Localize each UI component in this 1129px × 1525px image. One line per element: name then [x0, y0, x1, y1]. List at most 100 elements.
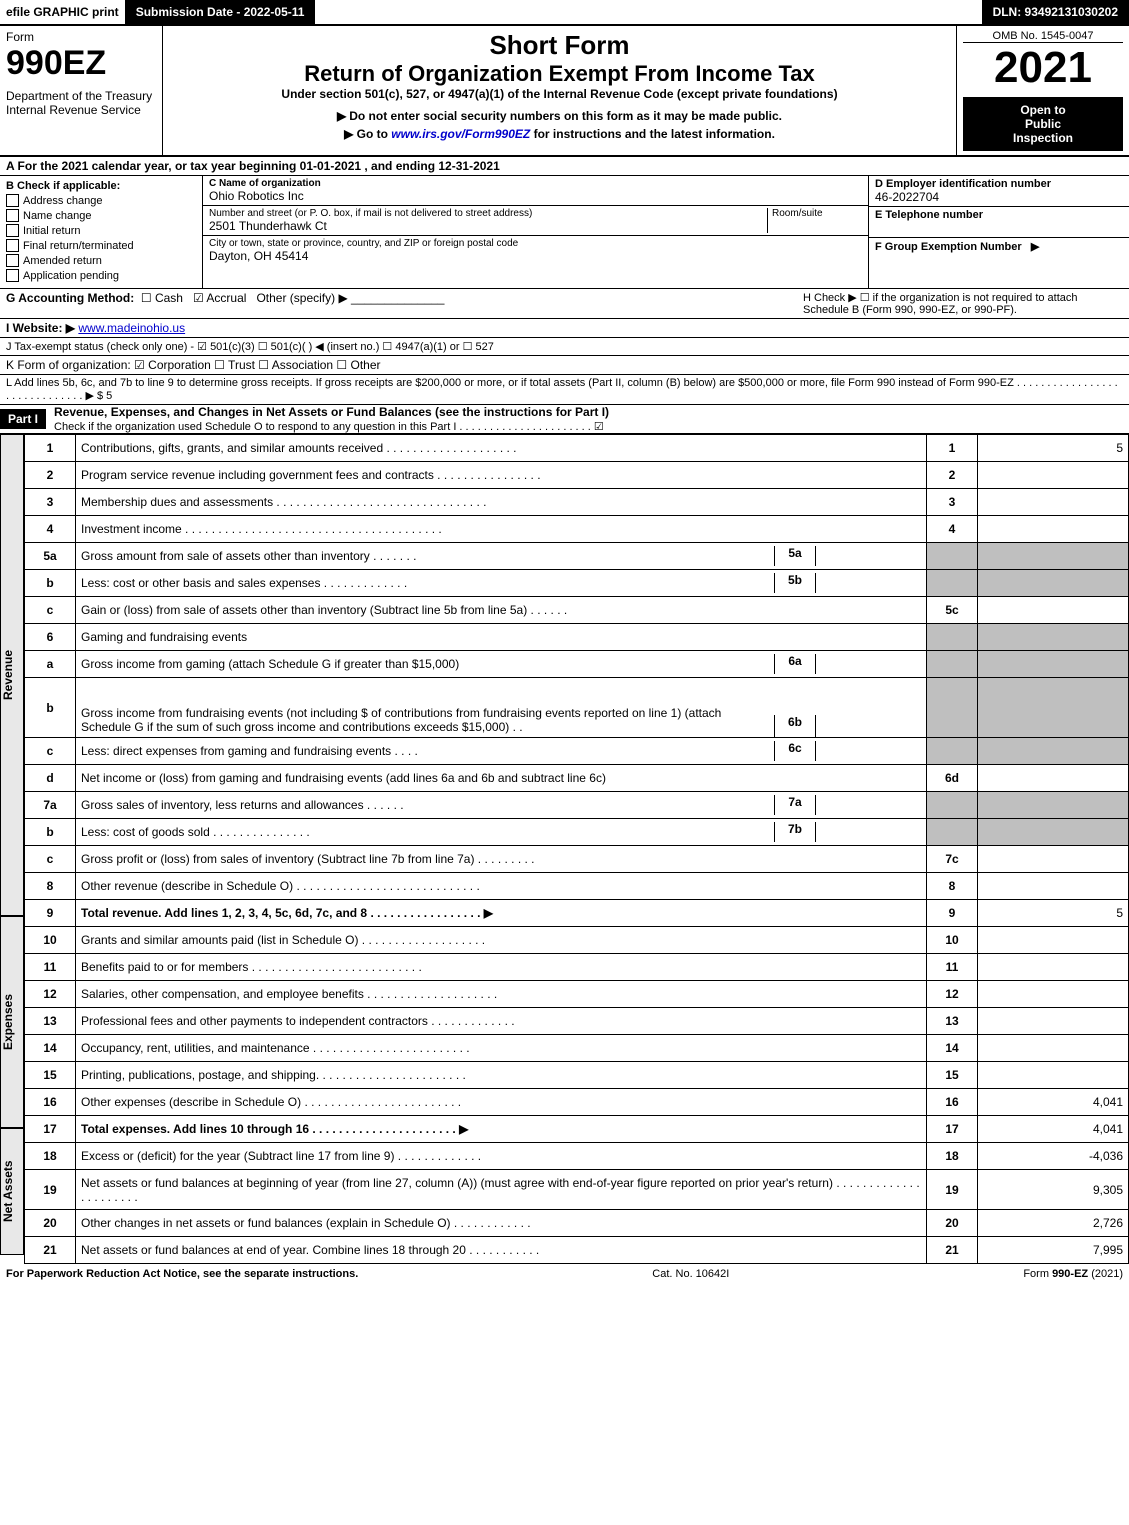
- table-row: 19Net assets or fund balances at beginni…: [25, 1170, 1129, 1210]
- netassets-group-label: Net Assets: [0, 1128, 24, 1255]
- g-label: G Accounting Method:: [6, 291, 134, 305]
- top-bar: efile GRAPHIC print Submission Date - 20…: [0, 0, 1129, 26]
- g-cash: Cash: [155, 291, 183, 305]
- section-j: J Tax-exempt status (check only one) - ☑…: [0, 338, 1129, 356]
- section-b: B Check if applicable: Address change Na…: [0, 176, 203, 288]
- section-h: H Check ▶ ☐ if the organization is not r…: [803, 291, 1123, 316]
- table-row: 8Other revenue (describe in Schedule O) …: [25, 873, 1129, 900]
- form-word: Form: [6, 30, 156, 44]
- header-right: OMB No. 1545-0047 2021 Open to Public In…: [956, 26, 1129, 155]
- expenses-group-label: Expenses: [0, 916, 24, 1128]
- c-label: C Name of organization: [209, 178, 862, 189]
- tax-year: 2021: [963, 43, 1123, 93]
- section-a: A For the 2021 calendar year, or tax yea…: [0, 157, 1129, 176]
- table-row: 6Gaming and fundraising events: [25, 624, 1129, 651]
- omb-number: OMB No. 1545-0047: [963, 30, 1123, 43]
- table-row: 7a Gross sales of inventory, less return…: [25, 792, 1129, 819]
- city-label: City or town, state or province, country…: [209, 238, 862, 249]
- submission-date-button[interactable]: Submission Date - 2022-05-11: [125, 0, 316, 24]
- open-line-2: Public: [969, 117, 1117, 131]
- bcd-row: B Check if applicable: Address change Na…: [0, 176, 1129, 289]
- table-row: 4Investment income . . . . . . . . . . .…: [25, 516, 1129, 543]
- table-row: 21Net assets or fund balances at end of …: [25, 1237, 1129, 1264]
- short-form-title: Short Form: [169, 30, 950, 61]
- org-city: Dayton, OH 45414: [209, 249, 862, 263]
- header-left: Form 990EZ Department of the Treasury In…: [0, 26, 163, 155]
- part1-body: Revenue Expenses Net Assets 1Contributio…: [0, 434, 1129, 1264]
- header-center: Short Form Return of Organization Exempt…: [163, 26, 956, 155]
- open-line-1: Open to: [969, 103, 1117, 117]
- form-number: 990EZ: [6, 44, 156, 83]
- open-line-3: Inspection: [969, 131, 1117, 145]
- checkbox-final-return[interactable]: Final return/terminated: [6, 239, 196, 252]
- checkbox-name-change[interactable]: Name change: [6, 209, 196, 222]
- table-row: 3Membership dues and assessments . . . .…: [25, 489, 1129, 516]
- table-row: b Gross income from fundraising events (…: [25, 678, 1129, 738]
- room-label: Room/suite: [767, 208, 862, 233]
- goto-link[interactable]: ▶ Go to www.irs.gov/Form990EZ for instru…: [169, 127, 950, 141]
- dept-label: Department of the Treasury: [6, 89, 156, 103]
- subtitle: Under section 501(c), 527, or 4947(a)(1)…: [169, 87, 950, 101]
- efile-label: efile GRAPHIC print: [0, 1, 125, 23]
- part1-table: 1Contributions, gifts, grants, and simil…: [24, 434, 1129, 1264]
- table-row: 12Salaries, other compensation, and empl…: [25, 981, 1129, 1008]
- section-c: C Name of organization Ohio Robotics Inc…: [203, 176, 868, 288]
- part1-label: Part I: [0, 409, 46, 429]
- table-row: b Less: cost of goods sold . . . . . . .…: [25, 819, 1129, 846]
- ssn-warning: Do not enter social security numbers on …: [169, 109, 950, 123]
- checkbox-initial-return[interactable]: Initial return: [6, 224, 196, 237]
- return-title: Return of Organization Exempt From Incom…: [169, 61, 950, 87]
- table-row: 2Program service revenue including gover…: [25, 462, 1129, 489]
- part1-check: Check if the organization used Schedule …: [54, 421, 604, 433]
- table-row: cGross profit or (loss) from sales of in…: [25, 846, 1129, 873]
- org-name: Ohio Robotics Inc: [209, 189, 862, 203]
- table-row: 9Total revenue. Add lines 1, 2, 3, 4, 5c…: [25, 900, 1129, 927]
- checkbox-application-pending[interactable]: Application pending: [6, 269, 196, 282]
- i-label: I Website: ▶: [6, 321, 75, 335]
- gh-row: G Accounting Method: ☐ Cash ☑ Accrual Ot…: [0, 289, 1129, 319]
- section-i: I Website: ▶ www.madeinohio.us: [0, 319, 1129, 338]
- table-row: b Less: cost or other basis and sales ex…: [25, 570, 1129, 597]
- section-g: G Accounting Method: ☐ Cash ☑ Accrual Ot…: [6, 291, 803, 316]
- table-row: 20Other changes in net assets or fund ba…: [25, 1210, 1129, 1237]
- section-l: L Add lines 5b, 6c, and 7b to line 9 to …: [0, 375, 1129, 405]
- table-row: cGain or (loss) from sale of assets othe…: [25, 597, 1129, 624]
- table-row: 5a Gross amount from sale of assets othe…: [25, 543, 1129, 570]
- open-to-public: Open to Public Inspection: [963, 97, 1123, 151]
- part1-header-row: Part I Revenue, Expenses, and Changes in…: [0, 405, 1129, 434]
- table-row: 18Excess or (deficit) for the year (Subt…: [25, 1143, 1129, 1170]
- table-row: 10Grants and similar amounts paid (list …: [25, 927, 1129, 954]
- table-row: 11Benefits paid to or for members . . . …: [25, 954, 1129, 981]
- checkbox-amended-return[interactable]: Amended return: [6, 254, 196, 267]
- g-other: Other (specify): [256, 291, 335, 305]
- irs-link[interactable]: www.irs.gov/Form990EZ: [391, 127, 530, 141]
- form-header: Form 990EZ Department of the Treasury In…: [0, 26, 1129, 157]
- table-row: 14Occupancy, rent, utilities, and mainte…: [25, 1035, 1129, 1062]
- page-footer: For Paperwork Reduction Act Notice, see …: [0, 1264, 1129, 1284]
- street-label: Number and street (or P. O. box, if mail…: [209, 208, 767, 219]
- footer-right: Form 990-EZ (2021): [1023, 1268, 1123, 1280]
- f-label: F Group Exemption Number ▶: [875, 240, 1123, 253]
- website-link[interactable]: www.madeinohio.us: [78, 321, 185, 335]
- table-row: c Less: direct expenses from gaming and …: [25, 738, 1129, 765]
- part1-title: Revenue, Expenses, and Changes in Net As…: [54, 405, 609, 419]
- irs-label: Internal Revenue Service: [6, 103, 156, 117]
- b-title: B Check if applicable:: [6, 180, 196, 192]
- table-row: 15Printing, publications, postage, and s…: [25, 1062, 1129, 1089]
- revenue-group-label: Revenue: [0, 434, 24, 916]
- ein: 46-2022704: [875, 190, 1123, 204]
- table-row: dNet income or (loss) from gaming and fu…: [25, 765, 1129, 792]
- g-accrual: Accrual: [206, 291, 246, 305]
- org-street: 2501 Thunderhawk Ct: [209, 219, 767, 233]
- d-label: D Employer identification number: [875, 178, 1123, 190]
- section-d: D Employer identification number 46-2022…: [868, 176, 1129, 288]
- section-k: K Form of organization: ☑ Corporation ☐ …: [0, 356, 1129, 375]
- e-label: E Telephone number: [875, 209, 1123, 221]
- dln-label: DLN: 93492131030202: [982, 0, 1129, 24]
- footer-left: For Paperwork Reduction Act Notice, see …: [6, 1268, 358, 1280]
- table-row: a Gross income from gaming (attach Sched…: [25, 651, 1129, 678]
- table-row: 1Contributions, gifts, grants, and simil…: [25, 435, 1129, 462]
- checkbox-address-change[interactable]: Address change: [6, 194, 196, 207]
- table-row: 16Other expenses (describe in Schedule O…: [25, 1089, 1129, 1116]
- table-row: 17Total expenses. Add lines 10 through 1…: [25, 1116, 1129, 1143]
